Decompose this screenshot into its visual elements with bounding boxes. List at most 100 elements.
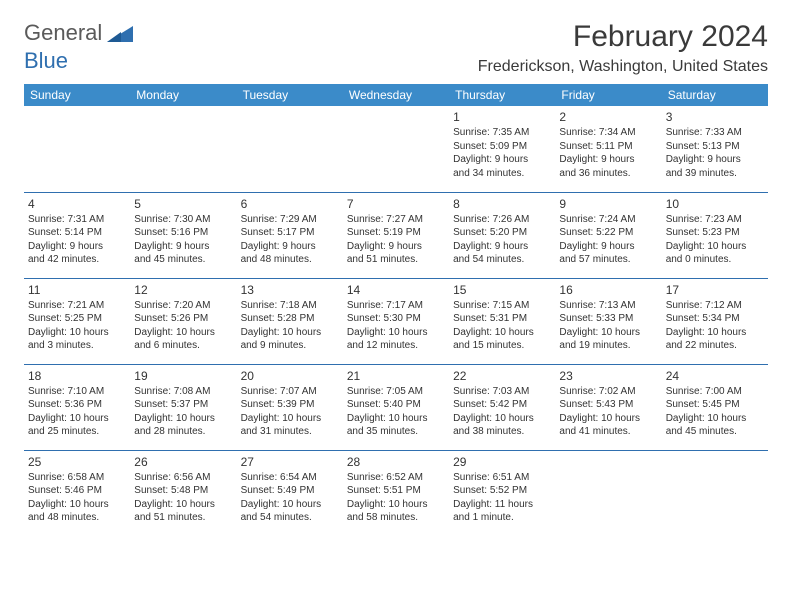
daylight-text: Daylight: 10 hours [453, 412, 551, 426]
sunrise-text: Sunrise: 6:58 AM [28, 471, 126, 485]
sunset-text: Sunset: 5:14 PM [28, 226, 126, 240]
sunrise-text: Sunrise: 7:17 AM [347, 299, 445, 313]
week-row: 25Sunrise: 6:58 AMSunset: 5:46 PMDayligh… [24, 450, 768, 536]
daylight-text: and 51 minutes. [347, 253, 445, 267]
sunrise-text: Sunrise: 6:52 AM [347, 471, 445, 485]
day-number: 3 [666, 109, 764, 125]
dayhead-sun: Sunday [24, 84, 130, 106]
sunrise-text: Sunrise: 7:30 AM [134, 213, 232, 227]
day-cell: 17Sunrise: 7:12 AMSunset: 5:34 PMDayligh… [662, 278, 768, 364]
daylight-text: and 3 minutes. [28, 339, 126, 353]
sunset-text: Sunset: 5:46 PM [28, 484, 126, 498]
sunrise-text: Sunrise: 7:29 AM [241, 213, 339, 227]
day-cell: 20Sunrise: 7:07 AMSunset: 5:39 PMDayligh… [237, 364, 343, 450]
sunset-text: Sunset: 5:36 PM [28, 398, 126, 412]
day-cell: 13Sunrise: 7:18 AMSunset: 5:28 PMDayligh… [237, 278, 343, 364]
sunset-text: Sunset: 5:39 PM [241, 398, 339, 412]
dayhead-fri: Friday [555, 84, 661, 106]
logo-triangle-icon [107, 24, 133, 42]
week-row: 11Sunrise: 7:21 AMSunset: 5:25 PM Dayligh… [24, 278, 768, 364]
daylight-text: Daylight: 10 hours [666, 412, 764, 426]
daylight-text: Daylight: 10 hours [241, 498, 339, 512]
sunset-text: Sunset: 5:40 PM [347, 398, 445, 412]
header: General February 2024 Frederickson, Wash… [24, 20, 768, 76]
daylight-text: Daylight: 10 hours [134, 412, 232, 426]
sunset-text: Sunset: 5:37 PM [134, 398, 232, 412]
sunset-text: Sunset: 5:49 PM [241, 484, 339, 498]
daylight-text: and 35 minutes. [347, 425, 445, 439]
daylight-text: and 57 minutes. [559, 253, 657, 267]
sunset-text: Sunset: 5:20 PM [453, 226, 551, 240]
daylight-text: and 1 minute. [453, 511, 551, 525]
daylight-text: Daylight: 10 hours [241, 326, 339, 340]
daylight-text: Daylight: 10 hours [347, 326, 445, 340]
sunset-text: Sunset: 5:43 PM [559, 398, 657, 412]
sunrise-text: Sunrise: 7:35 AM [453, 126, 551, 140]
daylight-text: Daylight: 10 hours [666, 326, 764, 340]
day-number: 27 [241, 454, 339, 470]
day-number: 22 [453, 368, 551, 384]
day-number: 11 [28, 282, 126, 298]
sunset-text: Sunset: 5:48 PM [134, 484, 232, 498]
day-cell [237, 106, 343, 192]
sunrise-text: Sunrise: 6:54 AM [241, 471, 339, 485]
daylight-text: Daylight: 9 hours [453, 240, 551, 254]
daylight-text: and 6 minutes. [134, 339, 232, 353]
sunset-text: Sunset: 5:11 PM [559, 140, 657, 154]
month-title: February 2024 [478, 20, 768, 54]
day-number: 4 [28, 196, 126, 212]
daylight-text: Daylight: 10 hours [347, 412, 445, 426]
day-header-row: Sunday Monday Tuesday Wednesday Thursday… [24, 84, 768, 106]
day-cell: 15Sunrise: 7:15 AMSunset: 5:31 PMDayligh… [449, 278, 555, 364]
daylight-text: and 54 minutes. [453, 253, 551, 267]
day-cell: 23Sunrise: 7:02 AMSunset: 5:43 PMDayligh… [555, 364, 661, 450]
day-cell: 10Sunrise: 7:23 AMSunset: 5:23 PMDayligh… [662, 192, 768, 278]
daylight-text: Daylight: 9 hours [453, 153, 551, 167]
day-cell: 12Sunrise: 7:20 AMSunset: 5:26 PMDayligh… [130, 278, 236, 364]
sunset-text: Sunset: 5:16 PM [134, 226, 232, 240]
day-number: 6 [241, 196, 339, 212]
sunset-text: Sunset: 5:25 PM [28, 312, 126, 326]
day-cell: 1Sunrise: 7:35 AMSunset: 5:09 PMDaylight… [449, 106, 555, 192]
daylight-text: Daylight: 10 hours [241, 412, 339, 426]
sunset-text: Sunset: 5:52 PM [453, 484, 551, 498]
sunrise-text: Sunrise: 7:12 AM [666, 299, 764, 313]
sunrise-text: Sunrise: 7:34 AM [559, 126, 657, 140]
daylight-text: and 54 minutes. [241, 511, 339, 525]
sunrise-text: Sunrise: 7:26 AM [453, 213, 551, 227]
day-cell [662, 450, 768, 536]
day-number: 17 [666, 282, 764, 298]
day-number: 26 [134, 454, 232, 470]
day-cell: 19Sunrise: 7:08 AMSunset: 5:37 PMDayligh… [130, 364, 236, 450]
daylight-text: Daylight: 9 hours [241, 240, 339, 254]
sunset-text: Sunset: 5:23 PM [666, 226, 764, 240]
daylight-text: Daylight: 9 hours [347, 240, 445, 254]
week-row: 18Sunrise: 7:10 AMSunset: 5:36 PMDayligh… [24, 364, 768, 450]
day-cell [130, 106, 236, 192]
day-cell: 8Sunrise: 7:26 AMSunset: 5:20 PMDaylight… [449, 192, 555, 278]
day-cell: 21Sunrise: 7:05 AMSunset: 5:40 PMDayligh… [343, 364, 449, 450]
daylight-text: Daylight: 11 hours [453, 498, 551, 512]
daylight-text: and 38 minutes. [453, 425, 551, 439]
day-cell: 7Sunrise: 7:27 AMSunset: 5:19 PMDaylight… [343, 192, 449, 278]
sunset-text: Sunset: 5:33 PM [559, 312, 657, 326]
location: Frederickson, Washington, United States [478, 58, 768, 76]
daylight-text: Daylight: 10 hours [559, 412, 657, 426]
sunset-text: Sunset: 5:51 PM [347, 484, 445, 498]
sunrise-text: Sunrise: 7:05 AM [347, 385, 445, 399]
logo: General [24, 20, 135, 46]
day-cell [555, 450, 661, 536]
daylight-text: Daylight: 10 hours [28, 498, 126, 512]
daylight-text: and 34 minutes. [453, 167, 551, 181]
daylight-text: Daylight: 10 hours [453, 326, 551, 340]
sunset-text: Sunset: 5:09 PM [453, 140, 551, 154]
day-number: 5 [134, 196, 232, 212]
sunrise-text: Sunrise: 7:23 AM [666, 213, 764, 227]
day-cell: 22Sunrise: 7:03 AMSunset: 5:42 PMDayligh… [449, 364, 555, 450]
day-cell: 11Sunrise: 7:21 AMSunset: 5:25 PMDayligh… [24, 278, 130, 364]
day-cell: 24Sunrise: 7:00 AMSunset: 5:45 PMDayligh… [662, 364, 768, 450]
sunrise-text: Sunrise: 7:21 AM [28, 299, 126, 313]
daylight-text: and 36 minutes. [559, 167, 657, 181]
sunset-text: Sunset: 5:45 PM [666, 398, 764, 412]
day-number: 12 [134, 282, 232, 298]
